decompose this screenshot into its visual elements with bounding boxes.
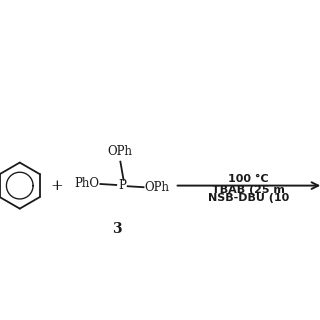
Text: +: + [50,179,63,193]
Text: 3: 3 [112,222,122,236]
Text: 100 °C: 100 °C [228,174,268,184]
Text: PhO: PhO [74,177,99,190]
Text: P: P [118,179,126,192]
Text: OPh: OPh [108,145,133,158]
Text: OPh: OPh [145,181,170,194]
Text: NSB-DBU (10: NSB-DBU (10 [207,193,289,203]
Text: TBAB (25 m: TBAB (25 m [212,185,284,195]
